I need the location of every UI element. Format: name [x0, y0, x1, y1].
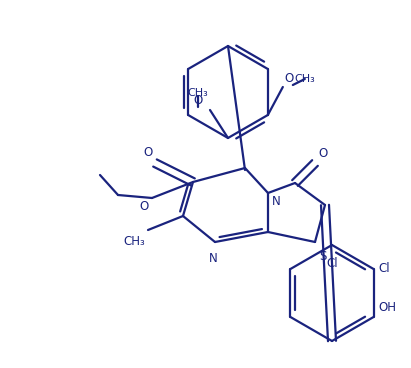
Text: Cl: Cl	[379, 262, 390, 276]
Text: N: N	[272, 195, 281, 208]
Text: S: S	[319, 250, 326, 263]
Text: CH₃: CH₃	[188, 88, 208, 98]
Text: CH₃: CH₃	[295, 74, 316, 84]
Text: CH₃: CH₃	[123, 235, 145, 248]
Text: N: N	[209, 252, 217, 265]
Text: O: O	[193, 94, 203, 107]
Text: Cl: Cl	[326, 257, 338, 270]
Text: O: O	[140, 200, 149, 213]
Text: O: O	[144, 146, 153, 159]
Text: OH: OH	[379, 301, 397, 314]
Text: O: O	[285, 72, 294, 85]
Text: O: O	[318, 147, 327, 160]
